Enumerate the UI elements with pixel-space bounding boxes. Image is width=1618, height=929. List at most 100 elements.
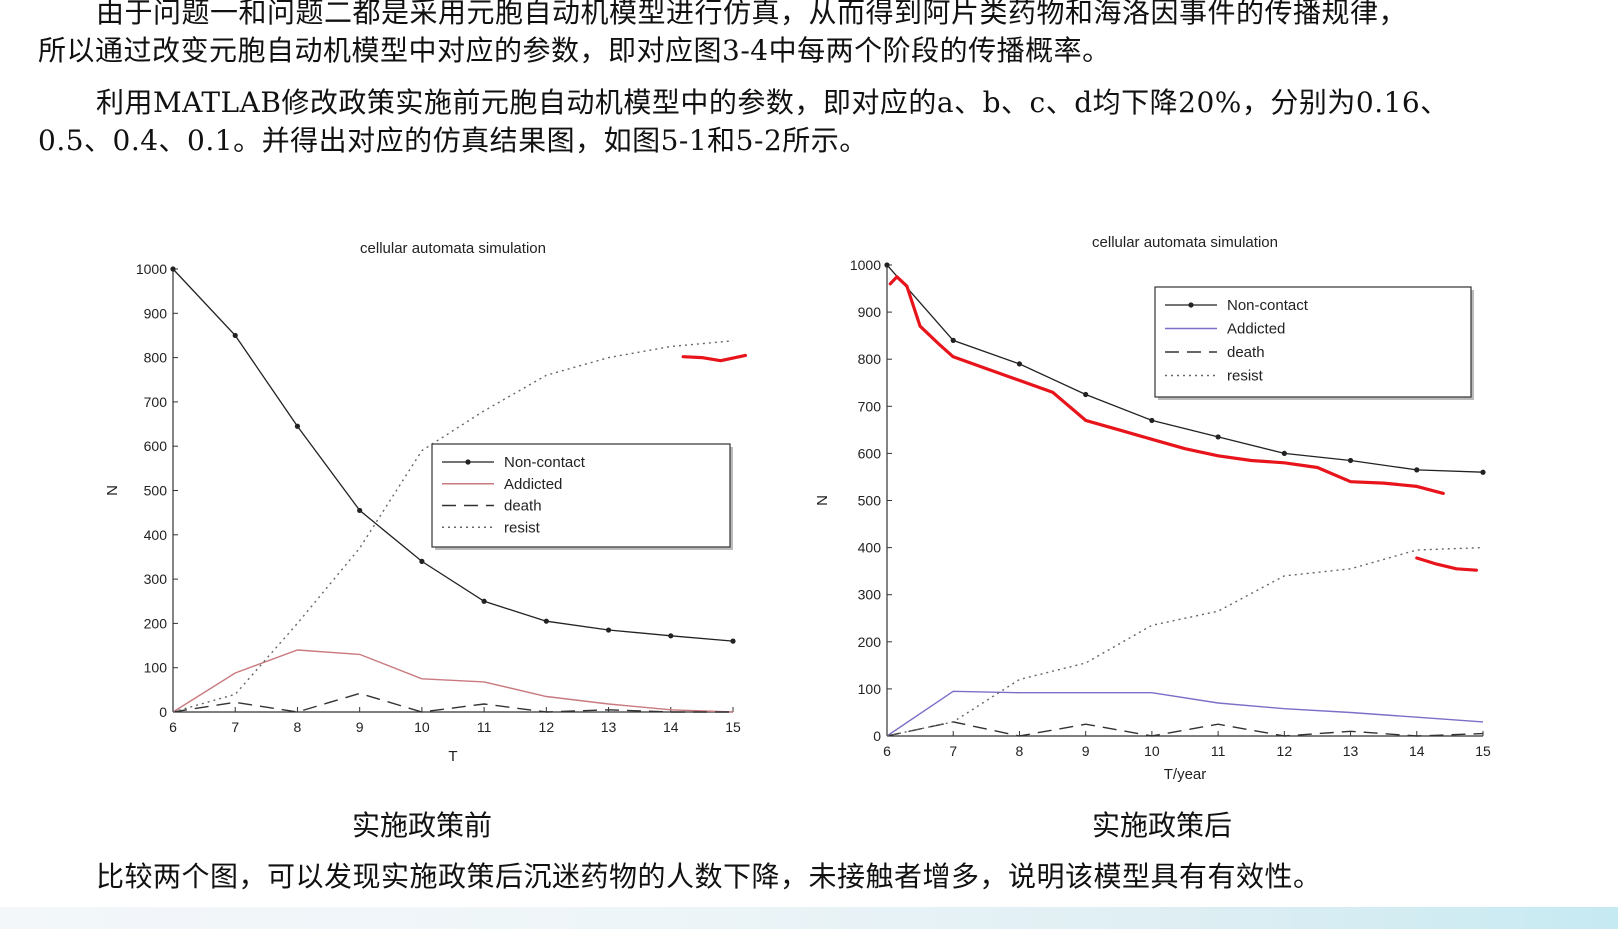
right-x-tick-label: 8 <box>1016 743 1024 759</box>
left-point-non-contact <box>481 598 487 604</box>
left-chart-title: cellular automata simulation <box>360 240 546 257</box>
right-point-non-contact <box>1414 467 1420 473</box>
left-y-tick-label: 200 <box>144 615 168 631</box>
left-y-tick-label: 100 <box>144 660 168 676</box>
left-legend-label: Non-contact <box>504 454 586 471</box>
right-chart-title: cellular automata simulation <box>1092 234 1278 251</box>
right-x-tick-label: 9 <box>1082 743 1090 759</box>
paragraph-2-line-1: 利用MATLAB修改政策实施前元胞自动机模型中的参数，即对应的a、b、c、d均下… <box>96 86 1449 119</box>
left-point-non-contact <box>605 627 612 633</box>
conclusion-text: 比较两个图，可以发现实施政策后沉迷药物的人数下降，未接触者增多，说明该模型具有有… <box>96 860 1322 893</box>
left-x-tick-label: 14 <box>663 719 679 735</box>
right-x-tick-label: 15 <box>1475 743 1491 759</box>
left-y-tick-label: 800 <box>144 350 168 366</box>
right-legend <box>1154 286 1472 398</box>
left-series-resist <box>172 340 734 713</box>
right-point-non-contact <box>1281 450 1287 456</box>
right-series-death <box>886 721 1484 737</box>
left-y-tick-label: 300 <box>144 571 168 587</box>
right-y-tick-label: 200 <box>858 634 882 650</box>
right-y-tick-label: 800 <box>858 351 882 367</box>
right-series-resist <box>886 546 1484 737</box>
right-y-tick-label: 100 <box>858 681 882 697</box>
left-x-tick-label: 7 <box>231 719 239 735</box>
right-y-tick-label: 1000 <box>850 257 881 273</box>
right-point-non-contact <box>1149 417 1155 424</box>
left-point-non-contact <box>543 618 549 624</box>
right-x-tick-label: 13 <box>1343 743 1359 759</box>
right-x-axis-label: T/year <box>1164 766 1207 783</box>
right-y-axis-label: N <box>814 495 831 506</box>
right-x-tick-label: 14 <box>1409 743 1425 759</box>
right-x-tick-label: 12 <box>1277 743 1293 759</box>
right-y-tick-label: 900 <box>858 304 882 320</box>
right-point-non-contact <box>1215 434 1221 440</box>
right-x-tick-label: 7 <box>949 743 957 759</box>
right-red-annotation-0 <box>888 275 1445 495</box>
right-legend-label: resist <box>1227 368 1264 385</box>
left-y-axis-label: N <box>104 485 121 496</box>
caption-after-policy: 实施政策后 <box>1092 809 1233 842</box>
left-y-tick-label: 900 <box>144 305 168 321</box>
left-y-tick-label: 600 <box>144 438 168 454</box>
left-point-non-contact <box>419 558 425 564</box>
right-x-tick-label: 11 <box>1211 743 1226 759</box>
left-point-non-contact <box>232 332 238 339</box>
paragraph-2-line-2: 0.5、0.4、0.1。并得出对应的仿真结果图，如图5-1和5-2所示。 <box>38 124 868 157</box>
right-legend-label: death <box>1227 344 1265 361</box>
paragraph-1-line-1: 由于问题一和问题二都是采用元胞自动机模型进行仿真，从而得到阿片类药物和海洛因事件… <box>96 0 1408 29</box>
left-y-tick-label: 1000 <box>136 261 167 277</box>
left-x-tick-label: 15 <box>725 719 741 735</box>
left-series-addicted <box>172 649 734 713</box>
right-legend-swatch-dot <box>1188 302 1194 308</box>
right-series-addicted <box>886 690 1484 737</box>
left-y-tick-label: 0 <box>159 704 167 720</box>
left-point-non-contact <box>668 633 674 639</box>
left-series-death <box>172 692 733 713</box>
left-point-non-contact <box>357 507 363 514</box>
left-red-annotation-0 <box>681 353 748 363</box>
left-point-non-contact <box>294 423 301 429</box>
left-x-axis-label: T <box>448 748 457 765</box>
right-y-tick-label: 500 <box>858 493 882 509</box>
right-point-non-contact <box>884 262 890 268</box>
left-legend-label: resist <box>504 519 541 536</box>
left-x-tick-label: 12 <box>539 719 555 735</box>
right-x-tick-label: 6 <box>883 743 891 759</box>
right-point-non-contact <box>1480 469 1486 475</box>
right-point-non-contact <box>1347 457 1354 464</box>
left-y-tick-label: 400 <box>144 527 168 543</box>
left-x-tick-label: 6 <box>169 719 177 735</box>
caption-before-policy: 实施政策前 <box>352 809 493 842</box>
right-y-tick-label: 700 <box>858 398 882 414</box>
left-legend <box>431 443 731 548</box>
left-x-tick-label: 8 <box>294 719 302 735</box>
slide-footer-decoration <box>0 907 1618 929</box>
left-series-non-contact <box>172 268 734 642</box>
conclusion-paragraph: 比较两个图，可以发现实施政策后沉迷药物的人数下降，未接触者增多，说明该模型具有有… <box>38 858 1598 896</box>
left-x-tick-label: 10 <box>414 719 430 735</box>
left-x-tick-label: 11 <box>477 719 492 735</box>
left-legend-swatch-dot <box>465 459 471 465</box>
left-y-tick-label: 700 <box>144 394 168 410</box>
paragraph-2: 利用MATLAB修改政策实施前元胞自动机模型中的参数，即对应的a、b、c、d均下… <box>38 84 1598 160</box>
right-series-non-contact <box>886 264 1484 473</box>
right-point-non-contact <box>1083 391 1089 398</box>
right-y-tick-label: 0 <box>873 728 881 744</box>
right-y-tick-label: 300 <box>858 587 882 603</box>
right-point-non-contact <box>1016 361 1023 367</box>
right-red-annotation-1 <box>1415 556 1479 572</box>
paragraph-1: 由于问题一和问题二都是采用元胞自动机模型进行仿真，从而得到阿片类药物和海洛因事件… <box>38 0 1598 70</box>
right-point-non-contact <box>950 337 956 343</box>
right-y-tick-label: 600 <box>858 445 882 461</box>
left-legend-label: death <box>504 498 542 515</box>
left-x-tick-label: 9 <box>356 719 364 735</box>
right-legend-label: Addicted <box>1227 321 1285 338</box>
left-y-tick-label: 500 <box>144 483 168 499</box>
left-x-tick-label: 13 <box>601 719 617 735</box>
right-y-tick-label: 400 <box>858 540 882 556</box>
right-x-tick-label: 10 <box>1144 743 1160 759</box>
left-legend-label: Addicted <box>504 476 562 493</box>
right-legend-label: Non-contact <box>1227 297 1309 314</box>
